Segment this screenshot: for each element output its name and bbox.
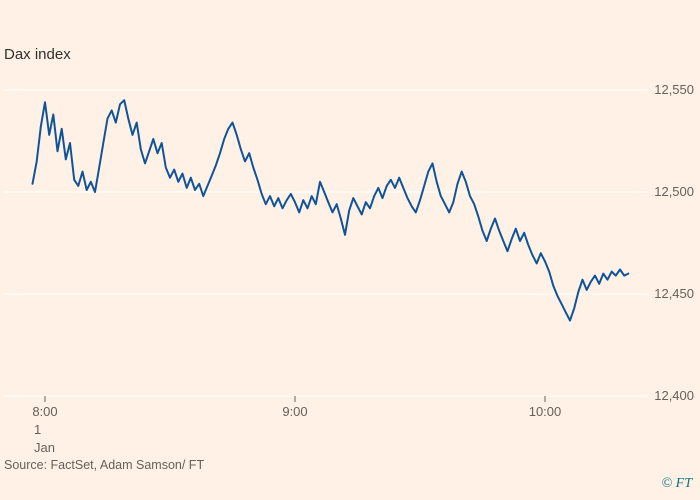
chart-title: Dax index (4, 46, 71, 63)
x-axis-tick-label: 10:00 (528, 404, 562, 419)
y-axis-tick-label: 12,550 (654, 82, 694, 97)
x-axis-tick-label: 8:00 (32, 404, 58, 419)
x-axis-date-label: 1 Jan (34, 421, 55, 457)
date-day: 1 (34, 422, 42, 437)
ft-copyright: © FT (661, 476, 692, 491)
source-credit: Source: FactSet, Adam Samson/ FT (4, 458, 205, 472)
y-axis-tick-label: 12,400 (654, 388, 694, 403)
x-axis-tick-label: 9:00 (282, 404, 308, 419)
y-axis-tick-label: 12,450 (654, 286, 694, 301)
y-axis-tick-label: 12,500 (654, 184, 694, 199)
date-month: Jan (34, 440, 55, 455)
dax-index-series-line (31, 99, 630, 322)
